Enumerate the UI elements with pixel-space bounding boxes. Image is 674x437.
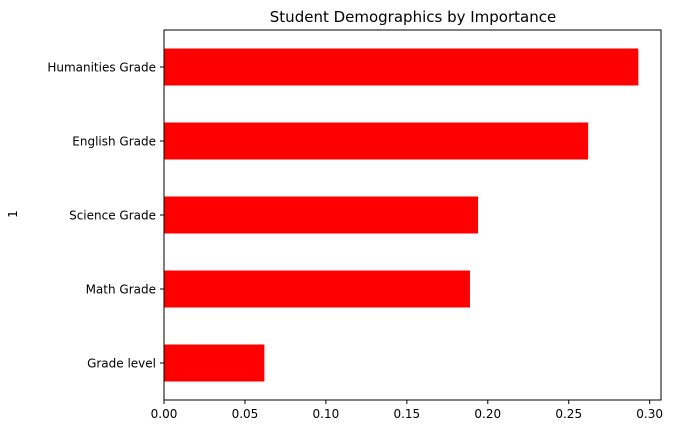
bar (164, 48, 639, 86)
y-axis-label: 1 (6, 210, 20, 218)
y-tick-label: Math Grade (86, 283, 156, 297)
bars-layer (164, 48, 639, 382)
y-tick-label: English Grade (72, 135, 156, 149)
x-tick-label: 0.10 (313, 407, 340, 421)
bar (164, 196, 479, 234)
x-tick-label: 0.25 (555, 407, 582, 421)
y-tick-label: Humanities Grade (47, 61, 156, 75)
chart-title: Student Demographics by Importance (270, 8, 556, 26)
y-tick-label: Science Grade (69, 209, 156, 223)
x-tick-label: 0.30 (636, 407, 663, 421)
bar (164, 344, 265, 382)
x-tick-label: 0.00 (151, 407, 178, 421)
y-ticks: Grade level Math Grade Science Grade Englis… (47, 61, 164, 371)
plot-area-border (163, 29, 662, 401)
bar (164, 122, 589, 160)
y-tick-label: Grade level (87, 357, 156, 371)
x-ticks: 0.00 0.05 0.10 0.15 0.20 0.25 0.30 (151, 400, 663, 421)
bar (164, 270, 470, 308)
x-tick-label: 0.05 (232, 407, 259, 421)
axes-frame (163, 29, 662, 401)
x-tick-label: 0.15 (393, 407, 420, 421)
x-tick-label: 0.20 (474, 407, 501, 421)
